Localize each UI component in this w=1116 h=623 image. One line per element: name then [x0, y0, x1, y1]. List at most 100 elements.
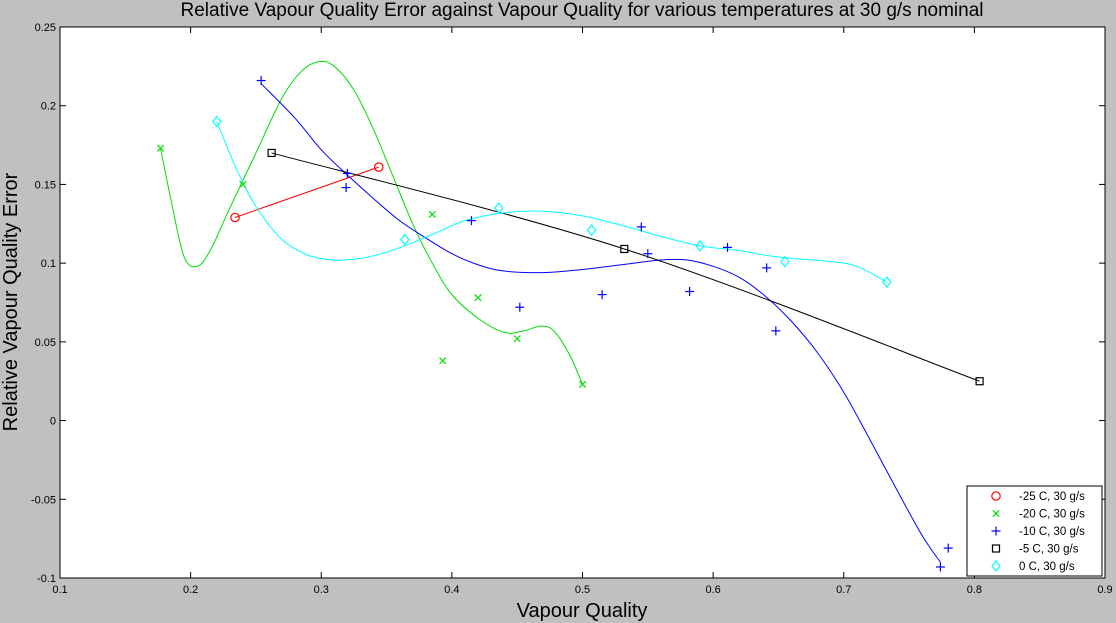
- y-tick-label: 0.15: [35, 179, 56, 191]
- x-tick-label: 0.7: [836, 584, 851, 596]
- x-tick-label: 0.3: [314, 584, 329, 596]
- marker-diamond: [882, 276, 892, 288]
- marker-circle: [230, 212, 240, 223]
- marker-square: [991, 544, 1001, 553]
- data-point-series-2: [685, 286, 695, 296]
- fit-curve-series-2: [260, 83, 941, 563]
- fit-curve-series-1: [160, 60, 583, 385]
- marker-stroke: [239, 180, 247, 189]
- data-point-series-4: [695, 239, 705, 252]
- data-point-series-2: [342, 168, 352, 178]
- data-point-series-2: [341, 183, 351, 193]
- x-tick-label: 0.6: [705, 584, 720, 596]
- data-point-series-2: [515, 302, 525, 312]
- data-point-series-3: [620, 244, 629, 254]
- legend-marker: [991, 544, 1001, 553]
- fit-curve-series-4: [216, 121, 888, 283]
- data-point-series-2: [256, 76, 266, 86]
- legend-label: -20 C, 30 g/s: [1019, 509, 1085, 521]
- x-tick-label: 0.8: [967, 584, 982, 596]
- marker-stroke: [578, 380, 587, 388]
- data-point-series-2: [722, 242, 732, 252]
- marker-stroke: [428, 210, 436, 218]
- marker-square: [975, 377, 984, 386]
- data-point-series-1: [578, 380, 587, 388]
- data-point-series-2: [762, 263, 772, 273]
- data-point-series-2: [597, 290, 607, 300]
- chart-title: Relative Vapour Quality Error against Va…: [181, 0, 984, 21]
- data-point-series-4: [494, 202, 504, 215]
- data-point-series-1: [239, 180, 247, 189]
- legend-marker: [991, 526, 1001, 536]
- marker-diamond: [991, 560, 1001, 572]
- data-point-series-3: [267, 148, 276, 158]
- y-tick-label: 0.2: [41, 101, 56, 113]
- data-point-series-1: [474, 294, 482, 302]
- marker-diamond: [400, 233, 410, 246]
- marker-diamond: [494, 202, 504, 215]
- marker-diamond: [695, 239, 705, 252]
- legend-marker: [991, 560, 1001, 572]
- legend: -25 C, 30 g/s -20 C, 30 g/s -10 C, 30 g/s -…: [966, 485, 1103, 577]
- x-axis-label: Vapour Quality: [517, 600, 648, 622]
- legend-marker: [992, 509, 1000, 518]
- marker-diamond: [211, 115, 222, 128]
- x-axis: 0.1 0.2 0.3 0.4 0.5 0.6 0.7 0.8 0.9: [52, 27, 1113, 596]
- y-axis-label: Relative Vapour Quality Error: [0, 172, 22, 431]
- marker-stroke: [439, 357, 447, 365]
- y-tick-label: 0.05: [35, 337, 56, 349]
- data-point-series-1: [513, 335, 521, 343]
- x-tick-label: 0.4: [444, 584, 459, 596]
- marker-stroke: [992, 509, 1000, 518]
- data-point-series-1: [439, 357, 447, 365]
- data-point-series-2: [935, 562, 945, 572]
- marker-circle: [991, 491, 1001, 501]
- y-tick-label: 0.1: [41, 258, 56, 270]
- marker-diamond: [586, 224, 597, 237]
- fit-curve-series-0: [234, 166, 379, 218]
- data-point-series-2: [466, 216, 476, 226]
- marker-square: [267, 148, 276, 158]
- data-point-series-2: [771, 326, 781, 336]
- data-points: [156, 76, 984, 572]
- data-point-series-2: [643, 249, 653, 259]
- x-tick-label: 0.9: [1097, 584, 1112, 596]
- marker-circle: [373, 162, 384, 172]
- legend-marker: [991, 491, 1001, 501]
- marker-stroke: [474, 294, 482, 302]
- data-point-series-2: [636, 222, 646, 232]
- x-tick-label: 0.1: [52, 584, 67, 596]
- legend-label: 0 C, 30 g/s: [1019, 561, 1075, 573]
- legend-box: [966, 485, 1103, 577]
- plot-background: [59, 26, 1106, 579]
- data-point-series-1: [428, 210, 436, 218]
- fit-curves: [160, 60, 980, 563]
- data-point-series-0: [373, 162, 384, 172]
- marker-diamond: [780, 255, 790, 268]
- data-point-series-0: [230, 212, 240, 223]
- data-point-series-2: [943, 543, 953, 553]
- y-tick-label: -0.05: [31, 494, 56, 506]
- y-axis: -0.1 -0.05 0 0.05 0.1 0.15 0.2 0.25: [31, 22, 1105, 585]
- legend-label: -10 C, 30 g/s: [1019, 526, 1085, 538]
- plot-area: [59, 26, 1106, 579]
- data-point-series-4: [882, 276, 892, 288]
- y-tick-label: 0.25: [35, 22, 56, 34]
- data-point-series-3: [975, 377, 984, 386]
- data-point-series-4: [586, 224, 597, 237]
- legend-label: -25 C, 30 g/s: [1019, 491, 1085, 503]
- data-point-series-4: [400, 233, 410, 246]
- y-tick-label: -0.1: [37, 573, 56, 585]
- y-tick-label: 0: [50, 416, 56, 428]
- marker-square: [620, 244, 629, 254]
- marker-stroke: [513, 335, 521, 343]
- fit-curve-series-3: [271, 152, 980, 382]
- x-tick-label: 0.5: [575, 584, 590, 596]
- data-point-series-1: [156, 144, 165, 152]
- marker-stroke: [156, 144, 165, 152]
- data-point-series-4: [780, 255, 790, 268]
- x-tick-label: 0.2: [183, 584, 198, 596]
- legend-label: -5 C, 30 g/s: [1019, 544, 1079, 556]
- data-point-series-4: [211, 115, 222, 128]
